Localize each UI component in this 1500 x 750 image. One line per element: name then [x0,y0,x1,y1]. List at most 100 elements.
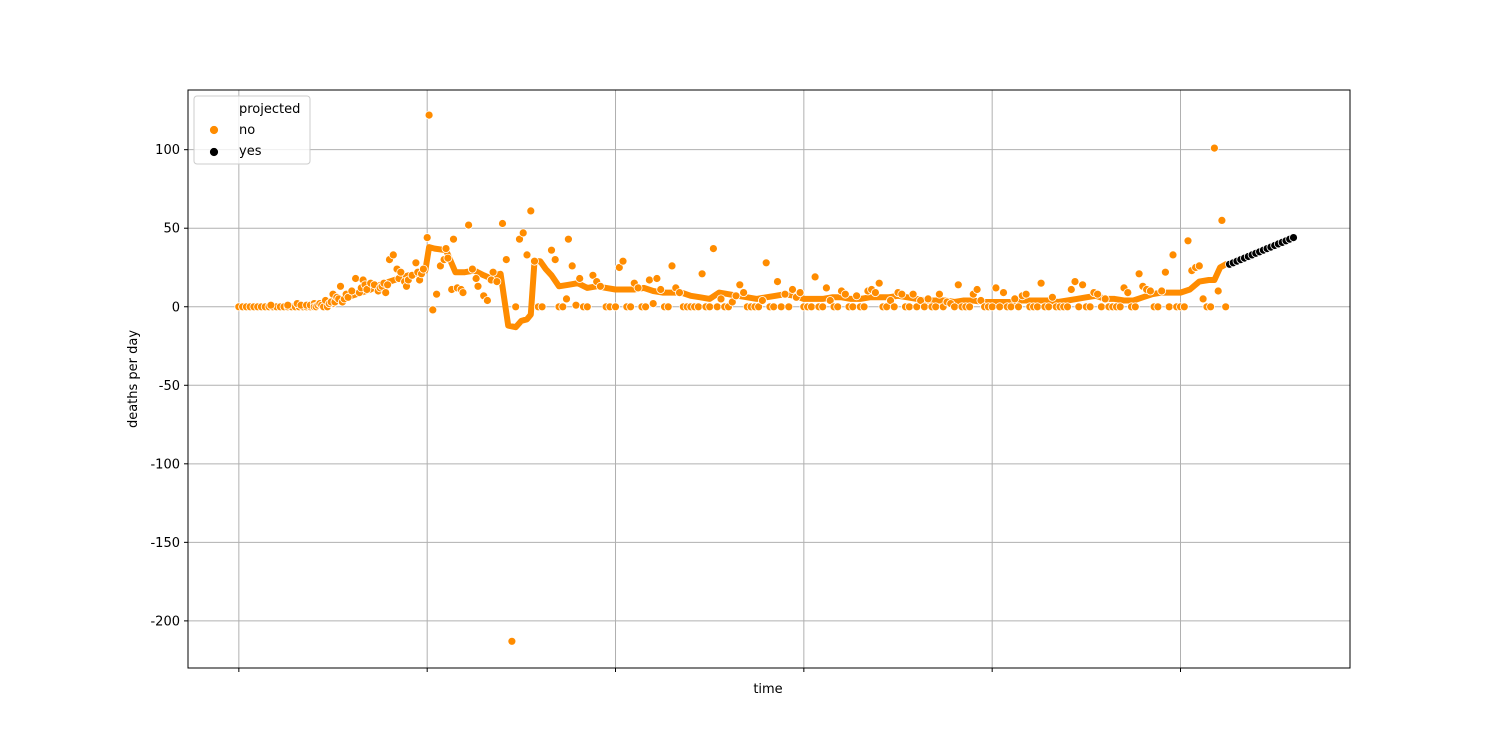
grid [188,90,1350,668]
y-tick-label-3: -50 [159,379,180,394]
observed-point-209 [908,289,918,299]
legend-marker-no [209,125,219,135]
observed-point-274 [1153,302,1163,312]
y-ticks: 100 50 0 -50 -100 -150 -200 [150,143,188,629]
observed-point-208 [904,302,914,312]
observed-point-138 [641,302,650,312]
observed-point-71 [396,267,406,277]
observed-point-177 [788,285,797,294]
observed-point-252 [1070,277,1080,287]
observed-point-245 [1044,302,1054,312]
legend-title: projected [239,102,300,117]
observed-point-121 [571,300,581,310]
observed-point-292 [1221,302,1231,312]
observed-point-266 [1123,288,1133,298]
observed-point-251 [1066,285,1076,294]
observed-point-163 [735,280,745,290]
observed-point-281 [1179,302,1189,312]
observed-point-68 [388,250,398,260]
observed-point-152 [694,302,703,312]
observed-point-162 [731,291,741,301]
observed-point-206 [897,289,907,299]
observed-point-194 [852,291,861,301]
observed-point-144 [663,302,673,312]
plot-area-frame [187,89,1351,669]
observed-point-96 [471,274,481,283]
observed-point-233 [999,288,1008,298]
observed-point-187 [825,296,835,305]
observed-point-189 [833,302,843,312]
observed-point-108 [518,228,528,238]
observed-point-155 [705,302,715,312]
observed-point-136 [633,283,643,293]
legend-label-yes: yes [239,144,262,159]
observed-point-153 [697,269,707,279]
observed-point-103 [498,219,507,228]
observed-point-65 [381,288,391,298]
observed-point-80 [418,264,428,274]
observed-point-105 [507,636,517,646]
observed-point-102 [492,277,502,287]
observed-point-185 [818,302,828,312]
observed-point-212 [920,302,929,312]
observed-point-216 [935,289,944,299]
y-tick-label-4: -100 [150,457,180,472]
observed-point-147 [675,288,684,298]
observed-point-22 [283,300,293,310]
y-tick-label-1: 50 [163,222,180,237]
observed-point-204 [889,302,899,312]
observed-point-122 [575,274,585,283]
observed-point-95 [467,264,477,274]
observed-point-115 [550,255,560,265]
observed-point-264 [1115,302,1125,312]
observed-point-158 [716,294,726,304]
observed-point-142 [656,285,666,294]
observed-point-253 [1074,302,1084,312]
observed-point-106 [511,302,521,312]
observed-point-191 [840,289,850,299]
observed-point-170 [761,258,771,268]
observed-point-288 [1206,302,1215,312]
observed-point-47 [336,281,345,291]
observed-point-199 [871,288,880,298]
observed-point-125 [588,270,598,280]
observed-point-286 [1198,294,1208,304]
observed-point-21 [266,300,276,310]
observed-point-221 [953,280,963,290]
observed-point-235 [1006,302,1016,312]
legend-frame [193,95,311,165]
observed-point-93 [458,288,468,298]
observed-point-132 [618,256,628,266]
observed-point-183 [810,272,820,282]
observed-point-104 [501,255,511,265]
observed-point-117 [558,302,568,312]
observed-point-285 [1194,261,1204,271]
observed-point-90 [449,234,458,244]
observed-point-97 [473,281,483,291]
observed-point-196 [859,302,869,312]
observed-point-175 [780,289,790,299]
observed-point-254 [1078,280,1087,290]
observed-point-174 [776,302,786,312]
observed-point-101 [488,267,498,277]
observed-point-275 [1157,286,1167,296]
observed-point-83 [428,305,438,315]
observed-point-140 [648,299,658,309]
observed-point-246 [1048,292,1057,302]
y-tick-label-2: 0 [172,300,180,315]
observed-point-176 [784,302,794,312]
observed-point-139 [645,275,654,285]
observed-point-282 [1183,236,1193,246]
observed-point-236 [1010,294,1020,304]
observed-point-99 [482,296,492,305]
observed-point-215 [931,302,941,312]
x-ticks [238,668,1182,672]
observed-point-291 [1217,215,1227,225]
observed-point-277 [1164,302,1174,312]
observed-point-87 [441,244,451,254]
observed-point-134 [626,302,635,312]
observed-point-53 [351,274,361,283]
observed-point-182 [807,302,816,312]
observed-point-276 [1161,267,1170,277]
observed-point-109 [522,250,532,260]
